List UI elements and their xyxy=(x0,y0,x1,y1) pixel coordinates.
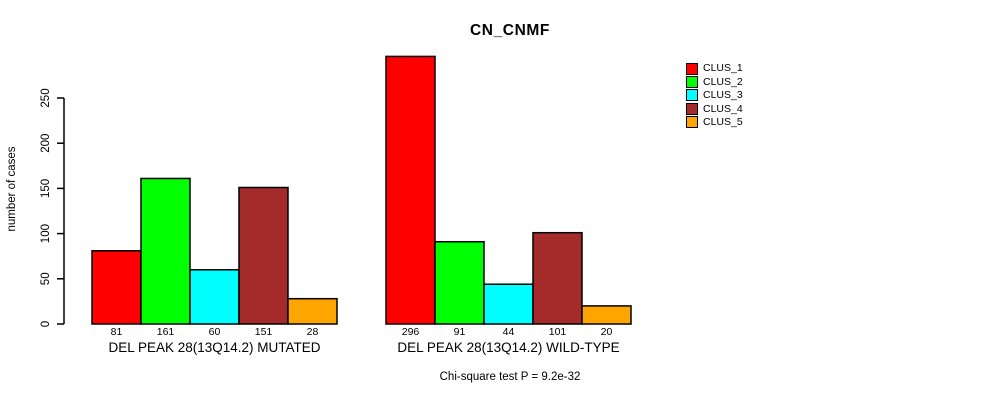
legend: CLUS_1 CLUS_2 CLUS_3 CLUS_4 CLUS_5 xyxy=(686,62,743,129)
bar-clus-4-group1 xyxy=(238,186,289,325)
y-axis-tick-label: 250 xyxy=(40,88,52,107)
legend-item: CLUS_2 xyxy=(686,75,743,89)
bar-value-label: 161 xyxy=(157,326,175,338)
legend-label: CLUS_2 xyxy=(703,75,743,88)
bar-clus-5-group1 xyxy=(287,297,338,325)
legend-swatch xyxy=(686,76,698,89)
bar-value-label: 60 xyxy=(209,326,221,338)
bar-value-label: 28 xyxy=(307,326,319,338)
bar-value-label: 91 xyxy=(454,326,466,338)
y-axis-tick-label: 200 xyxy=(40,134,52,153)
bar-value-label: 151 xyxy=(255,326,273,338)
y-axis-tick-label: 100 xyxy=(40,224,52,243)
legend-label: CLUS_5 xyxy=(703,116,743,128)
bar-clus-4-group2 xyxy=(532,231,583,325)
bar-clus-2-group2 xyxy=(434,240,485,325)
bar-value-label: 44 xyxy=(503,326,515,338)
bar-value-label: 81 xyxy=(111,326,123,338)
legend-item: CLUS_3 xyxy=(686,89,743,102)
legend-item: CLUS_5 xyxy=(686,116,743,129)
bar-value-label: 101 xyxy=(549,326,567,338)
legend-item: CLUS_4 xyxy=(686,102,743,115)
legend-label: CLUS_4 xyxy=(703,102,743,115)
chart-title: CN_CNMF xyxy=(470,22,550,39)
bar-clus-1-group2 xyxy=(385,55,436,325)
x-group-label: DEL PEAK 28(13Q14.2) MUTATED xyxy=(108,340,320,355)
chi-square-annotation: Chi-square test P = 9.2e-32 xyxy=(439,371,581,383)
bar-clus-3-group1 xyxy=(189,269,240,325)
bar-clus-3-group2 xyxy=(483,283,534,325)
legend-swatch xyxy=(686,89,698,102)
legend-label: CLUS_3 xyxy=(703,89,743,102)
bar-clus-5-group2 xyxy=(581,305,632,325)
legend-swatch xyxy=(686,102,698,115)
y-axis-tick-label: 50 xyxy=(40,272,52,285)
bar-clus-2-group1 xyxy=(140,177,191,325)
x-group-label: DEL PEAK 28(13Q14.2) WILD-TYPE xyxy=(397,340,619,355)
y-axis-tick-label: 150 xyxy=(40,179,52,198)
legend-swatch xyxy=(686,116,698,129)
legend-swatch xyxy=(686,62,698,75)
bar-clus-1-group1 xyxy=(91,250,142,325)
bar-value-label: 296 xyxy=(402,326,420,338)
bar-value-label: 20 xyxy=(601,326,613,338)
legend-label: CLUS_1 xyxy=(703,62,743,75)
legend-item: CLUS_1 xyxy=(686,62,743,75)
y-axis-tick-label: 0 xyxy=(40,321,52,327)
